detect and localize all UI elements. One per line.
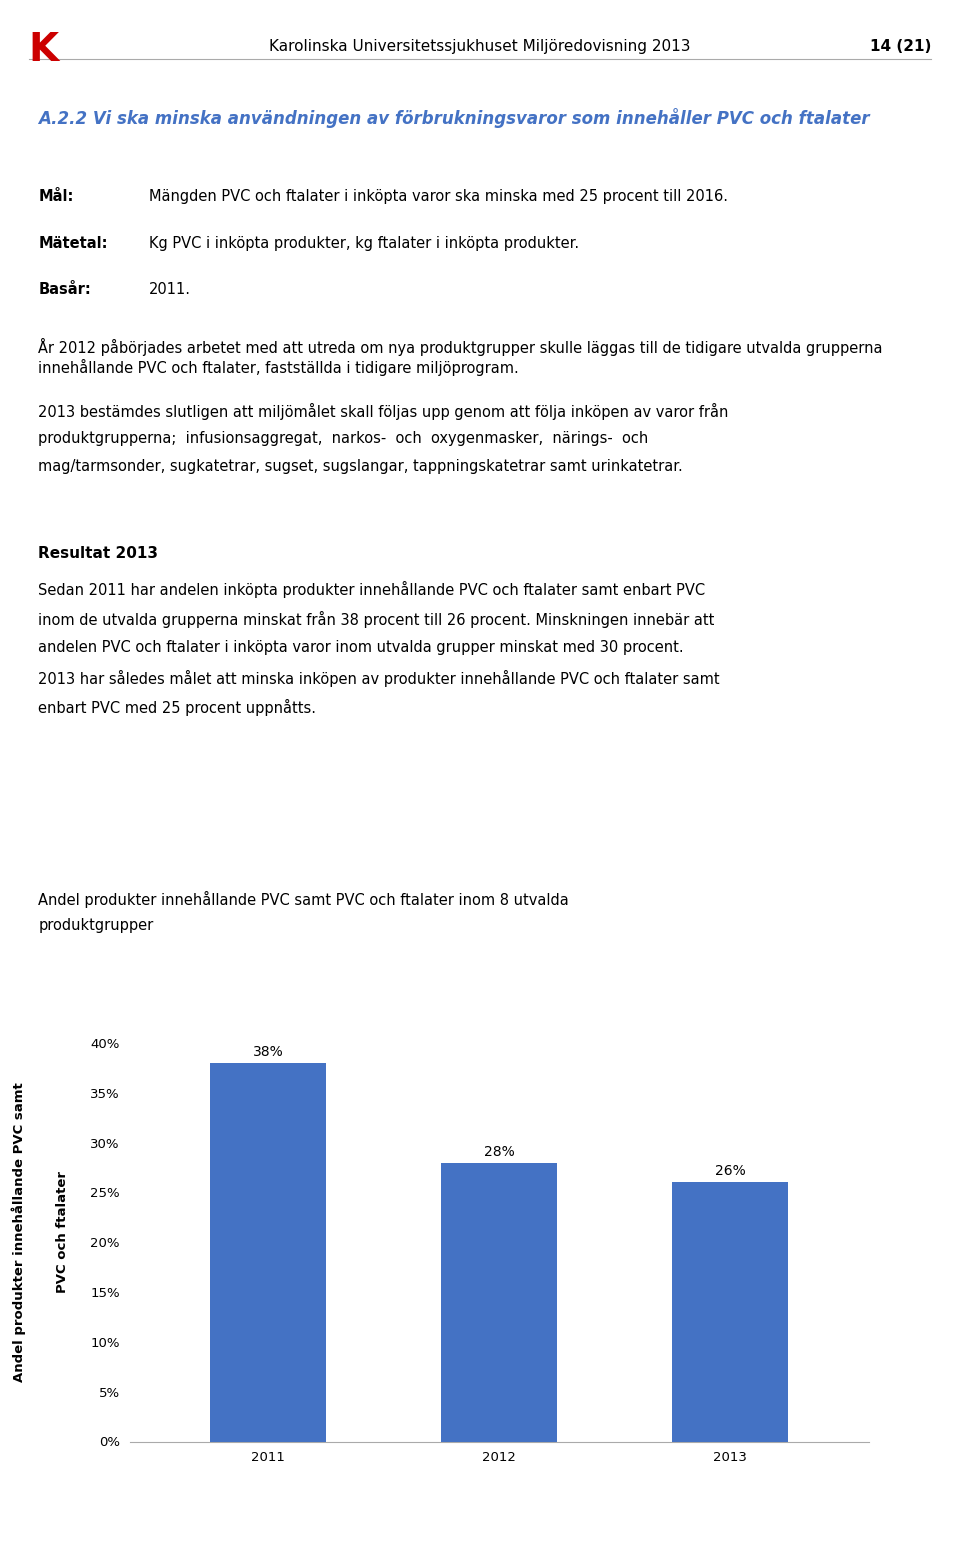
Text: Resultat 2013: Resultat 2013 xyxy=(38,546,158,561)
Text: År 2012 påbörjades arbetet med att utreda om nya produktgrupper skulle läggas ti: År 2012 påbörjades arbetet med att utred… xyxy=(38,338,883,375)
Bar xyxy=(442,1162,557,1442)
Text: Sedan 2011 har andelen inköpta produkter innehållande PVC och ftalater samt enba: Sedan 2011 har andelen inköpta produkter… xyxy=(38,581,706,598)
Text: produktgrupperna;  infusionsaggregat,  narkos-  och  oxygenmasker,  närings-  oc: produktgrupperna; infusionsaggregat, nar… xyxy=(38,431,649,446)
Text: Kg PVC i inköpta produkter, kg ftalater i inköpta produkter.: Kg PVC i inköpta produkter, kg ftalater … xyxy=(149,236,579,251)
Bar xyxy=(672,1183,788,1442)
Text: Mängden PVC och ftalater i inköpta varor ska minska med 25 procent till 2016.: Mängden PVC och ftalater i inköpta varor… xyxy=(149,189,728,205)
Text: PVC och ftalater: PVC och ftalater xyxy=(56,1172,69,1293)
Text: 28%: 28% xyxy=(484,1144,515,1158)
Text: 14 (21): 14 (21) xyxy=(870,39,931,54)
Text: 2013 bestämdes slutligen att miljömålet skall följas upp genom att följa inköpen: 2013 bestämdes slutligen att miljömålet … xyxy=(38,403,729,420)
Text: Mätetal:: Mätetal: xyxy=(38,236,108,251)
Text: produktgrupper: produktgrupper xyxy=(38,918,154,933)
Bar xyxy=(210,1063,326,1442)
Text: inom de utvalda grupperna minskat från 38 procent till 26 procent. Minskningen i: inom de utvalda grupperna minskat från 3… xyxy=(38,611,715,628)
Text: 2013 har således målet att minska inköpen av produkter innehållande PVC och ftal: 2013 har således målet att minska inköpe… xyxy=(38,670,720,687)
Text: 26%: 26% xyxy=(715,1164,746,1178)
Text: andelen PVC och ftalater i inköpta varor inom utvalda grupper minskat med 30 pro: andelen PVC och ftalater i inköpta varor… xyxy=(38,640,684,656)
Text: A.2.2 Vi ska minska användningen av förbrukningsvaror som innehåller PVC och fta: A.2.2 Vi ska minska användningen av förb… xyxy=(38,109,870,129)
Text: Mål:: Mål: xyxy=(38,189,74,205)
Text: K: K xyxy=(29,31,59,70)
Text: Karolinska Universitetssjukhuset Miljöredovisning 2013: Karolinska Universitetssjukhuset Miljöre… xyxy=(269,39,691,54)
Text: enbart PVC med 25 procent uppnåtts.: enbart PVC med 25 procent uppnåtts. xyxy=(38,699,317,716)
Text: Basår:: Basår: xyxy=(38,282,91,298)
Text: 38%: 38% xyxy=(252,1045,283,1059)
Text: Andel produkter innehållande PVC samt PVC och ftalater inom 8 utvalda: Andel produkter innehållande PVC samt PV… xyxy=(38,891,569,908)
Text: mag/tarmsonder, sugkatetrar, sugset, sugslangar, tappningskatetrar samt urinkate: mag/tarmsonder, sugkatetrar, sugset, sug… xyxy=(38,459,684,474)
Text: Andel produkter innehållande PVC samt: Andel produkter innehållande PVC samt xyxy=(12,1082,27,1383)
Text: 2011.: 2011. xyxy=(149,282,191,298)
